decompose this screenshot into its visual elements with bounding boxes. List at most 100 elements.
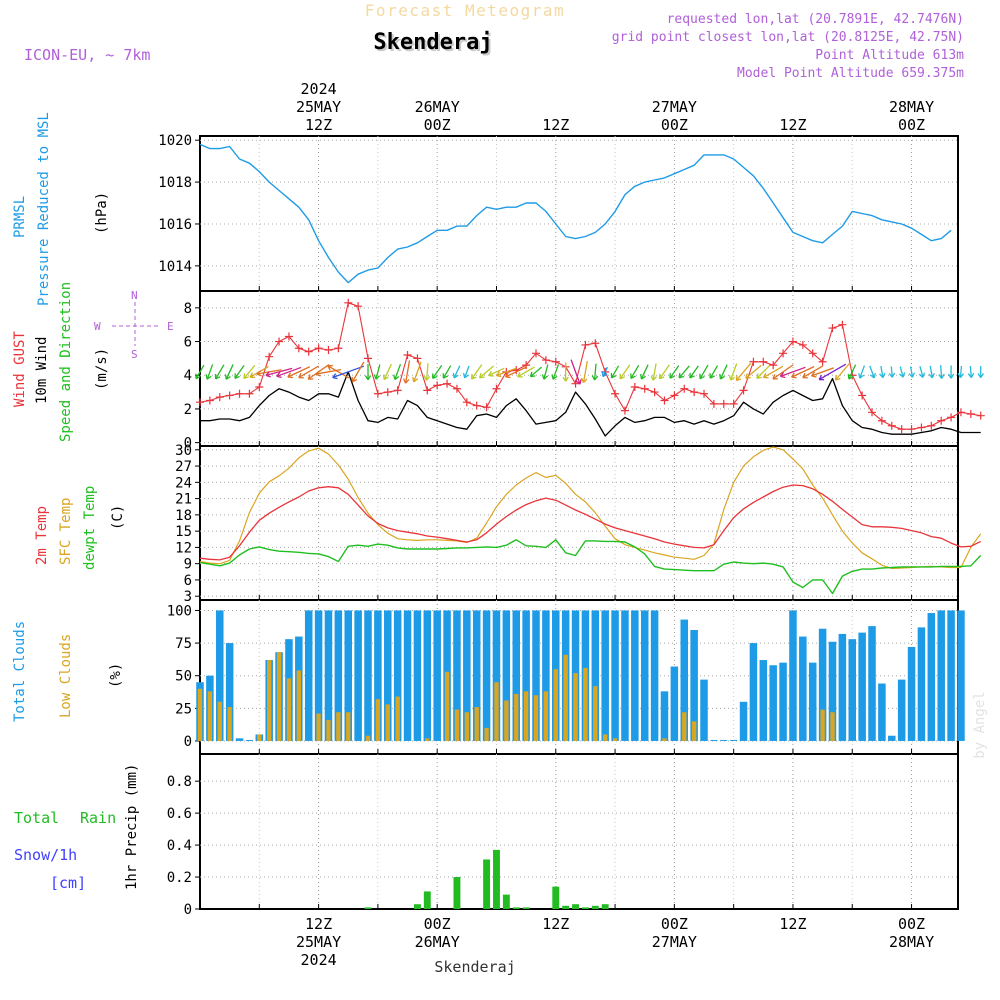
top-time-label: 00Z [661, 116, 688, 134]
total-cloud-bar [808, 662, 817, 741]
wind-direction-arrow [678, 365, 690, 379]
wind-direction-arrow [719, 364, 728, 380]
low-cloud-bar [227, 707, 232, 741]
gust-point [423, 386, 432, 395]
top-time-label: 12Z [305, 116, 332, 134]
wind-direction-arrow [351, 361, 365, 383]
gust-point [877, 416, 886, 425]
wind-direction-arrow [243, 364, 256, 379]
total-cloud-bar [888, 735, 896, 741]
gust-point [858, 391, 867, 400]
total-cloud-bar [680, 619, 689, 741]
y-tick-label: 9 [184, 557, 192, 573]
wind-direction-arrow [848, 364, 857, 380]
low-cloud-bar [504, 700, 509, 741]
total-cloud-bar [453, 610, 461, 741]
total-cloud-bar [463, 610, 471, 741]
gust-point [373, 389, 382, 398]
gust-point [433, 381, 442, 390]
wind-compass: N S W E [94, 289, 174, 361]
wind-arrowhead [287, 372, 293, 379]
precip-cm-label: [cm] [50, 874, 86, 892]
compass-w: W [94, 320, 101, 333]
wind-arrowhead [779, 372, 786, 379]
wind-arrowhead [938, 373, 945, 379]
gust-point [591, 339, 600, 348]
gust-point [225, 391, 234, 400]
bottom-time-label: 27MAY [652, 933, 697, 951]
gust-point [779, 349, 788, 358]
wind-arrowhead [658, 373, 665, 380]
wind-direction-arrow [630, 364, 640, 379]
gust-point [709, 399, 718, 408]
total-cloud-bar [878, 683, 886, 741]
bottom-time-label: 12Z [779, 915, 806, 933]
y-tick-label: 18 [175, 508, 192, 524]
low-cloud-bar [217, 701, 222, 741]
wind-arrowhead [529, 371, 536, 378]
wind-direction-arrow [939, 365, 943, 379]
total-cloud-bar [502, 610, 511, 741]
wind-direction-arrow [735, 362, 752, 381]
gust-point [788, 337, 797, 346]
wind-direction-arrow [919, 366, 924, 378]
wind-arrowhead [442, 373, 449, 379]
gust-point [492, 384, 501, 393]
wind-direction-arrow [471, 364, 483, 380]
precip-ylabel: 1hr Precip (mm) [124, 764, 140, 890]
wind-direction-arrow [689, 365, 699, 379]
wind-arrowhead [495, 371, 502, 378]
low-cloud-bar [474, 707, 479, 741]
rain-bar [601, 904, 609, 909]
wind-direction-arrow [659, 364, 670, 380]
wind-panel: 0 2 4 6 8 [184, 290, 985, 452]
rain-bar [512, 907, 520, 909]
total-cloud-bar [897, 679, 906, 741]
wind-arrowhead [601, 371, 608, 378]
low-cloud-bar [494, 682, 499, 741]
wind-arrowhead [858, 373, 865, 379]
gust-point [571, 379, 580, 388]
panel-frame [199, 753, 959, 910]
total-cloud-bar [917, 627, 926, 741]
wind-arrowhead [619, 373, 625, 380]
gust-point [443, 379, 452, 388]
total-cloud-bar [472, 610, 481, 741]
low-cloud-bar [464, 712, 470, 741]
wind-arrowhead [650, 375, 657, 381]
top-time-label: 12Z [779, 116, 806, 134]
wind-arrowhead [517, 371, 523, 378]
wind-arrowhead [581, 377, 588, 384]
point-altitude: Point Altitude 613m [815, 48, 964, 63]
gust-point [205, 396, 214, 405]
gust-point [680, 384, 689, 393]
gust-point [630, 383, 639, 392]
total-cloud-bar [838, 633, 847, 741]
wind-direction-arrow [276, 366, 302, 377]
wind-arrowhead [307, 374, 314, 380]
rain-bar [413, 904, 421, 909]
gust-point [640, 384, 649, 393]
gust-point [294, 344, 303, 353]
wind-direction-arrow [496, 367, 517, 377]
total-cloud-bar [828, 641, 837, 741]
low-cloud-bar [365, 735, 371, 741]
wind-arrowhead [847, 373, 854, 380]
gust-point [581, 340, 590, 349]
wind-direction-arrow [517, 366, 535, 378]
gust-point [532, 349, 541, 358]
total-cloud-bar [344, 610, 352, 741]
wind-arrowhead [205, 374, 212, 380]
low-cloud-bar [603, 734, 608, 741]
panel-frame [199, 445, 959, 601]
low-cloud-bar [425, 738, 430, 741]
top-time-label: 27MAY [652, 98, 697, 116]
wind-arrowhead [756, 373, 762, 379]
rain-bar [572, 904, 579, 909]
gust-point [937, 416, 946, 425]
wind-direction-arrow [505, 366, 528, 378]
wind-direction-arrow [234, 365, 245, 379]
gust-point [462, 398, 471, 407]
wind-direction-arrow [413, 361, 422, 383]
gust-point [838, 320, 847, 329]
